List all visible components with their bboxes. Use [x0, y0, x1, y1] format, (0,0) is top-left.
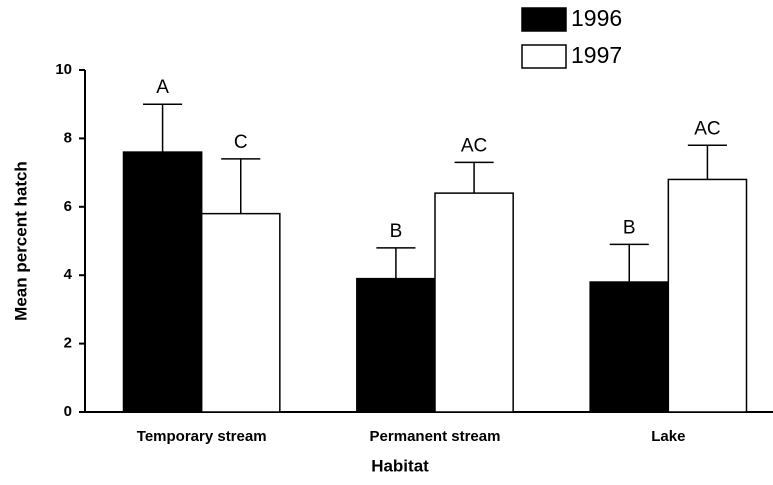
error-bar [609, 243, 649, 283]
significance-letter: A [156, 77, 169, 98]
y-tick-label: 6 [64, 198, 72, 215]
y-tick-label: 4 [64, 266, 73, 283]
legend-swatch [521, 44, 567, 69]
legend-swatch [521, 7, 567, 32]
error-bar [687, 144, 727, 180]
error-bar [221, 158, 261, 214]
x-tick-label: Permanent stream [370, 428, 501, 445]
y-tick-label: 10 [55, 61, 72, 78]
y-tick-label: 8 [64, 129, 72, 146]
bar [434, 192, 514, 413]
y-tick-label: 0 [64, 403, 72, 420]
legend-label: 1997 [571, 42, 622, 68]
significance-letter: B [390, 221, 403, 242]
x-tick-label: Lake [651, 428, 685, 445]
bar [122, 151, 203, 413]
legend-label: 1996 [571, 5, 622, 31]
error-bar [454, 161, 494, 194]
y-axis-title: Mean percent hatch [11, 161, 30, 321]
x-tick-label: Temporary stream [137, 428, 267, 445]
x-axis-title: Habitat [371, 456, 429, 475]
error-bar [143, 103, 183, 153]
bar [589, 281, 670, 413]
bar [200, 212, 281, 413]
significance-letter: AC [694, 118, 720, 139]
significance-letter: AC [461, 135, 487, 156]
y-tick-label: 2 [64, 335, 72, 352]
significance-letter: C [234, 132, 248, 153]
significance-letter: B [623, 217, 636, 238]
bar [667, 178, 748, 413]
bar [356, 277, 436, 413]
error-bar [376, 247, 416, 279]
